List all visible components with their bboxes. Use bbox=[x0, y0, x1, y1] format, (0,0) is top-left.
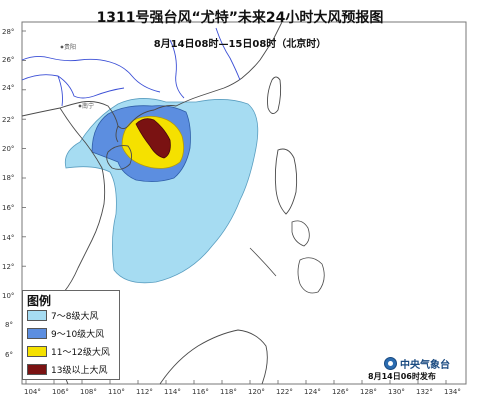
legend-item: 13级以上大风 bbox=[27, 363, 107, 376]
legend: 图例 7～8级大风 9～10级大风 11～12级大风 13级以上大风 bbox=[22, 290, 120, 380]
lon-tick-label: 114° bbox=[164, 388, 181, 396]
coastline-hainan bbox=[106, 145, 133, 170]
legend-item-label: 9～10级大风 bbox=[51, 330, 105, 340]
agency-logo-icon bbox=[384, 356, 397, 370]
lon-tick-label: 110° bbox=[108, 388, 125, 396]
lon-tick-label: 124° bbox=[304, 388, 321, 396]
lat-tick-label: 8° bbox=[5, 321, 13, 329]
legend-item-label: 13级以上大风 bbox=[51, 366, 108, 376]
coastline-vietnam bbox=[59, 107, 106, 293]
lat-tick-label: 18° bbox=[2, 174, 14, 182]
lon-tick-label: 128° bbox=[360, 388, 377, 396]
lat-tick-label: 26° bbox=[2, 56, 14, 64]
lon-tick-label: 120° bbox=[248, 388, 265, 396]
lon-tick-label: 106° bbox=[52, 388, 69, 396]
border-guangdong-jiangxi bbox=[169, 39, 185, 99]
legend-item: 9～10级大风 bbox=[27, 327, 104, 340]
lon-tick-label: 104° bbox=[24, 388, 41, 396]
lon-tick-label: 134° bbox=[444, 388, 461, 396]
lon-tick-label: 112° bbox=[136, 388, 153, 396]
lat-tick-label: 20° bbox=[2, 145, 14, 153]
lon-tick-label: 108° bbox=[80, 388, 97, 396]
longitude-axis-labels: 104° 106° 108° 110° 112° 114° 116° 118° … bbox=[24, 388, 461, 396]
city-dot-guiyang bbox=[60, 45, 64, 49]
legend-swatch bbox=[27, 310, 47, 321]
map-subtitle: 8月14日08时—15日08时（北京时） bbox=[153, 39, 327, 50]
lat-tick-label: 22° bbox=[2, 116, 14, 124]
issue-time: 8月14日06时发布 bbox=[368, 372, 436, 381]
wind-zone-13-plus bbox=[135, 118, 171, 159]
place-label-nanning: 南宁 bbox=[82, 102, 94, 110]
legend-swatch bbox=[27, 364, 47, 375]
lat-tick-label: 24° bbox=[2, 84, 14, 92]
lon-tick-label: 132° bbox=[416, 388, 433, 396]
lat-tick-label: 12° bbox=[2, 263, 14, 271]
lat-tick-label: 14° bbox=[2, 234, 14, 242]
coastline-leizhou bbox=[115, 125, 119, 143]
city-dot-nanning bbox=[78, 104, 82, 108]
latitude-axis-labels: 28° 26° 24° 22° 20° 18° 16° 14° 12° 10° … bbox=[2, 28, 14, 359]
legend-item: 7～8级大风 bbox=[27, 309, 98, 322]
lon-tick-label: 122° bbox=[276, 388, 293, 396]
legend-swatch bbox=[27, 346, 47, 357]
lat-tick-label: 16° bbox=[2, 204, 14, 212]
lat-tick-label: 10° bbox=[2, 292, 14, 300]
coastline-mindanao bbox=[297, 257, 325, 294]
map-frame bbox=[21, 21, 467, 385]
border-china-vietnam bbox=[57, 75, 63, 107]
coastline-palawan bbox=[249, 247, 277, 277]
coastline-borneo bbox=[159, 329, 268, 385]
border-fujian bbox=[215, 27, 241, 81]
agency-branding: 中央气象台 bbox=[384, 356, 450, 371]
legend-item: 11～12级大风 bbox=[27, 345, 110, 358]
place-label-guiyang: 贵阳 bbox=[64, 43, 76, 51]
legend-item-label: 11～12级大风 bbox=[51, 348, 110, 358]
map-title: 1311号强台风“尤特”未来24小时大风预报图 bbox=[96, 10, 384, 26]
agency-name: 中央气象台 bbox=[400, 359, 450, 371]
coastline-taiwan bbox=[267, 76, 282, 114]
border-guangxi-guangdong bbox=[21, 55, 161, 93]
lon-tick-label: 116° bbox=[192, 388, 209, 396]
lon-tick-label: 130° bbox=[388, 388, 405, 396]
lon-tick-label: 118° bbox=[220, 388, 237, 396]
lon-tick-label: 126° bbox=[332, 388, 349, 396]
coastline-luzon bbox=[274, 148, 298, 215]
lat-tick-label: 28° bbox=[2, 28, 14, 36]
legend-title: 图例 bbox=[27, 294, 52, 308]
coastline-south-china bbox=[21, 21, 283, 129]
lat-tick-label: 6° bbox=[5, 351, 13, 359]
coastline-visayas bbox=[291, 220, 310, 247]
legend-item-label: 7～8级大风 bbox=[51, 312, 99, 322]
legend-swatch bbox=[27, 328, 47, 339]
border-southwest bbox=[21, 74, 125, 99]
